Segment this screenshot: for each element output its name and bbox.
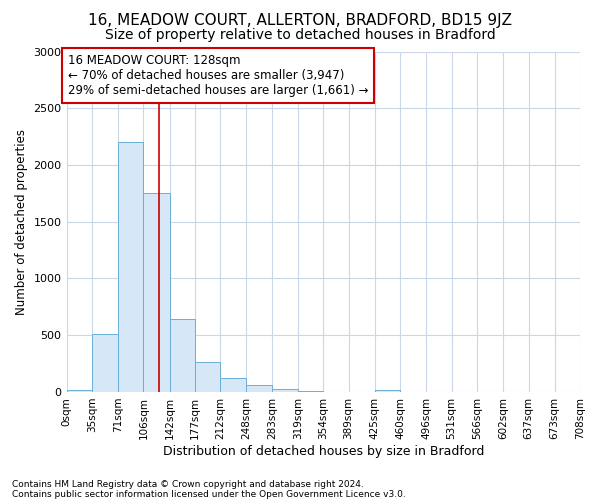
Bar — [143, 194, 170, 392]
Bar — [118, 142, 143, 392]
Bar — [195, 362, 220, 392]
Bar — [220, 378, 247, 392]
X-axis label: Distribution of detached houses by size in Bradford: Distribution of detached houses by size … — [163, 444, 484, 458]
Bar — [67, 390, 92, 392]
Text: 16 MEADOW COURT: 128sqm
← 70% of detached houses are smaller (3,947)
29% of semi: 16 MEADOW COURT: 128sqm ← 70% of detache… — [68, 54, 368, 97]
Text: Contains HM Land Registry data © Crown copyright and database right 2024.: Contains HM Land Registry data © Crown c… — [12, 480, 364, 489]
Bar — [375, 390, 400, 392]
Bar — [92, 334, 118, 392]
Text: 16, MEADOW COURT, ALLERTON, BRADFORD, BD15 9JZ: 16, MEADOW COURT, ALLERTON, BRADFORD, BD… — [88, 12, 512, 28]
Text: Contains public sector information licensed under the Open Government Licence v3: Contains public sector information licen… — [12, 490, 406, 499]
Y-axis label: Number of detached properties: Number of detached properties — [15, 128, 28, 314]
Bar — [272, 388, 298, 392]
Bar — [298, 391, 323, 392]
Bar — [247, 384, 272, 392]
Bar — [170, 320, 195, 392]
Text: Size of property relative to detached houses in Bradford: Size of property relative to detached ho… — [104, 28, 496, 42]
